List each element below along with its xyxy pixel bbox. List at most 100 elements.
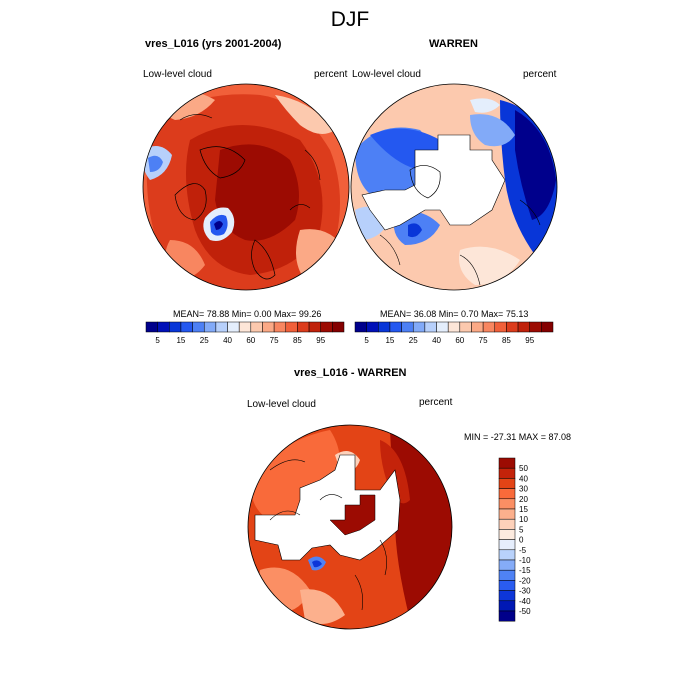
colorbar-panel-2-tick-label: 60 [455, 336, 464, 345]
colorbar-panel-1-swatch [192, 321, 205, 333]
colorbar-difference-tick-label: 15 [519, 505, 528, 514]
panel-1-left-label: Low-level cloud [143, 69, 212, 80]
panel-1-title: vres_L016 (yrs 2001-2004) [145, 38, 282, 50]
colorbar-panel-1-swatch [215, 321, 228, 333]
colorbar-difference-swatch [498, 580, 516, 591]
colorbar-difference-swatch [498, 467, 516, 479]
colorbar-panel-1-swatch [203, 321, 217, 333]
panel-3-stats: MIN = -27.31 MAX = 87.08 [464, 432, 572, 442]
colorbar-panel-2-swatch [354, 321, 367, 333]
colorbar-difference-swatch [498, 518, 516, 530]
colorbar-panel-1-tick-label: 40 [223, 336, 232, 345]
panel-2-title: WARREN [429, 38, 478, 50]
colorbar-panel-2-swatch [378, 321, 391, 333]
colorbar-difference-swatch [498, 508, 516, 520]
colorbar-panel-2-swatch [494, 321, 507, 333]
colorbar-difference-tick-label: 5 [519, 525, 524, 534]
colorbar-panel-2-swatch [506, 321, 519, 333]
colorbar-panel-2-tick-label: 75 [479, 336, 488, 345]
map-1-border [142, 83, 350, 291]
colorbar-difference-tick-label: -50 [519, 607, 531, 616]
colorbar-difference-swatch [498, 529, 516, 540]
colorbar-difference-tick-label: -10 [519, 556, 531, 565]
colorbar-difference-tick-label: 40 [519, 474, 528, 483]
colorbar-panel-2-swatch [471, 321, 484, 333]
colorbar-panel-2-swatch [541, 321, 554, 333]
colorbar-panel-2-swatch [424, 321, 437, 333]
colorbar-difference-swatch [498, 478, 516, 489]
colorbar-panel-2-swatch [389, 321, 402, 333]
colorbar-panel-1-swatch [227, 321, 240, 333]
panel-2-stats: MEAN= 36.08 Min= 0.70 Max= 75.13 [380, 309, 529, 319]
colorbar-panel-1-tick-label: 75 [270, 336, 279, 345]
panel-3-title: vres_L016 - WARREN [294, 367, 407, 379]
colorbar-panel-1: 5 15 25 40 60 75 85 95 [145, 321, 345, 345]
colorbar-panel-2-swatch [401, 321, 414, 333]
colorbar-panel-2-swatch [436, 321, 449, 333]
colorbar-panel-1-swatch [320, 321, 333, 333]
panel-1-stats: MEAN= 78.88 Min= 0.00 Max= 99.26 [173, 309, 322, 319]
colorbar-panel-2-swatch [517, 321, 530, 333]
map-1-vres-l016 [143, 84, 349, 290]
colorbar-panel-2-tick-label: 15 [385, 336, 394, 345]
colorbar-panel-1-tick-label: 15 [176, 336, 185, 345]
panel-3-units: percent [419, 397, 453, 408]
colorbar-difference-tick-label: 30 [519, 485, 528, 494]
colorbar-panel-1-tick-label: 95 [316, 336, 325, 345]
panel-1-units: percent [314, 69, 348, 80]
colorbar-difference-tick-label: 0 [519, 536, 524, 545]
colorbar-panel-1-swatch [157, 321, 170, 333]
figure-title: DJF [330, 8, 370, 31]
colorbar-difference-swatch [498, 539, 516, 551]
colorbar-difference-tick-label: 10 [519, 515, 528, 524]
colorbar-difference-tick-label: 50 [519, 464, 528, 473]
map-3-difference [248, 425, 452, 629]
colorbar-panel-1-swatch [285, 321, 298, 333]
map-2-warren [351, 84, 557, 290]
colorbar-panel-2-tick-label: 85 [502, 336, 511, 345]
colorbar-panel-2: 5 15 25 40 60 75 85 95 [354, 321, 554, 345]
colorbar-panel-1-swatch [262, 321, 275, 333]
colorbar-panel-1-swatch [273, 321, 287, 333]
colorbar-difference-swatch [498, 457, 516, 469]
colorbar-panel-1-swatch [180, 321, 193, 333]
colorbar-difference-swatch [498, 569, 516, 581]
colorbar-difference-tick-label: -15 [519, 566, 531, 575]
colorbar-panel-1-swatch [308, 321, 321, 333]
colorbar-panel-1-swatch [297, 321, 310, 333]
colorbar-difference-tick-label: -30 [519, 587, 531, 596]
colorbar-difference-swatch [498, 498, 516, 510]
colorbar-panel-2-tick-label: 95 [525, 336, 534, 345]
colorbar-difference-tick-label: -20 [519, 576, 531, 585]
colorbar-panel-2-swatch [447, 321, 461, 333]
colorbar-panel-2-swatch [366, 321, 379, 333]
colorbar-panel-1-tick-label: 5 [155, 336, 160, 345]
colorbar-difference-swatch [498, 600, 516, 612]
panel-3-left-label: Low-level cloud [247, 399, 316, 410]
colorbar-panel-1-swatch [238, 321, 252, 333]
colorbar-panel-1-swatch [332, 321, 345, 333]
colorbar-panel-1-swatch [145, 321, 158, 333]
colorbar-panel-2-tick-label: 40 [432, 336, 441, 345]
colorbar-panel-1-swatch [250, 321, 263, 333]
panel-2-units: percent [523, 69, 557, 80]
colorbar-panel-2-swatch [459, 321, 472, 333]
colorbar-panel-2-tick-label: 25 [409, 336, 418, 345]
colorbar-difference-swatch [498, 590, 516, 602]
panel-2-left-label: Low-level cloud [352, 69, 421, 80]
colorbar-panel-2-swatch [529, 321, 542, 333]
colorbar-difference-tick-label: -5 [519, 546, 527, 555]
colorbar-panel-2-tick-label: 5 [364, 336, 369, 345]
map-2-border [350, 83, 558, 291]
map-3-border [247, 424, 453, 630]
colorbar-panel-1-tick-label: 25 [200, 336, 209, 345]
colorbar-panel-1-tick-label: 85 [293, 336, 302, 345]
colorbar-difference-swatch [498, 488, 516, 500]
colorbar-panel-1-swatch [169, 321, 182, 333]
colorbar-panel-1-tick-label: 60 [246, 336, 255, 345]
colorbar-panel-2-swatch [412, 321, 426, 333]
colorbar-panel-2-swatch [482, 321, 496, 333]
colorbar-difference-swatch [498, 610, 516, 622]
